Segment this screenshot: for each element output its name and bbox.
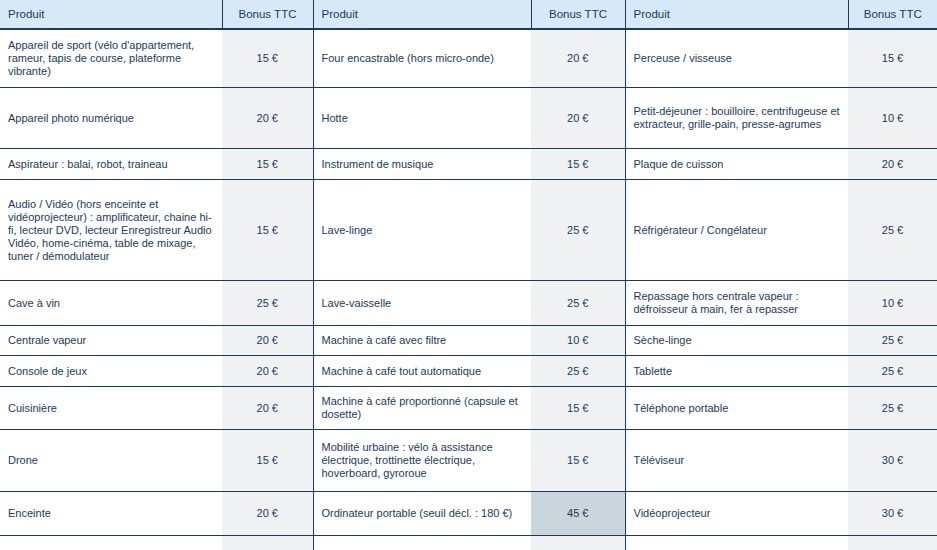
bonus-cell: 20 € bbox=[531, 88, 625, 149]
bonus-cell: 15 € bbox=[531, 430, 625, 492]
bonus-cell: 30 € bbox=[848, 492, 937, 536]
bonus-cell: 20 € bbox=[222, 326, 313, 356]
table-row: Entretien du jardin : taille haie électr… bbox=[0, 536, 937, 550]
bonus-cell: 25 € bbox=[531, 281, 625, 326]
bonus-cell: 25 € bbox=[848, 326, 937, 356]
product-cell: Four encastrable (hors micro-onde) bbox=[313, 29, 531, 88]
table-row: Aspirateur : balai, robot, traineau 15 €… bbox=[0, 149, 937, 180]
bonus-cell: 20 € bbox=[222, 356, 313, 387]
table-row: Drone 15 € Mobilité urbaine : vélo à ass… bbox=[0, 430, 937, 492]
product-cell: Machine à café avec filtre bbox=[313, 326, 531, 356]
table-row: Console de jeux 20 € Machine à café tout… bbox=[0, 356, 937, 387]
product-cell: Appareil de sport (vélo d'appartement, r… bbox=[0, 29, 222, 88]
table-row: Centrale vapeur 20 € Machine à café avec… bbox=[0, 326, 937, 356]
product-cell: Perceuse / visseuse bbox=[625, 29, 848, 88]
header-bonus-1: Bonus TTC bbox=[222, 0, 313, 29]
bonus-cell: 15 € bbox=[222, 180, 313, 281]
bonus-cell: 20 € bbox=[848, 149, 937, 180]
table-row: Cuisinière 20 € Machine à café proportio… bbox=[0, 387, 937, 430]
bonus-cell: 25 € bbox=[531, 356, 625, 387]
product-cell: Lave-linge bbox=[313, 180, 531, 281]
table-row: Enceinte 20 € Ordinateur portable (seuil… bbox=[0, 492, 937, 536]
bonus-cell: 10 € bbox=[848, 281, 937, 326]
header-bonus-3: Bonus TTC bbox=[848, 0, 937, 29]
product-cell: Appareil photo numérique bbox=[0, 88, 222, 149]
product-cell: Vidéoprojecteur bbox=[625, 492, 848, 536]
product-cell: Enceinte bbox=[0, 492, 222, 536]
product-cell: Réfrigérateur / Congélateur bbox=[625, 180, 848, 281]
bonus-cell: 20 € bbox=[222, 387, 313, 430]
bonus-cell: 15 € bbox=[222, 430, 313, 492]
header-bonus-2: Bonus TTC bbox=[531, 0, 625, 29]
product-cell: Repassage hors centrale vapeur : défrois… bbox=[625, 281, 848, 326]
product-cell: Console de jeux bbox=[0, 356, 222, 387]
product-cell: Téléphone portable bbox=[625, 387, 848, 430]
bonus-cell bbox=[531, 536, 625, 550]
product-cell: Machine à café proportionné (capsule et … bbox=[313, 387, 531, 430]
table-row: Cave à vin 25 € Lave-vaisselle 25 € Repa… bbox=[0, 281, 937, 326]
product-cell bbox=[313, 536, 531, 550]
bonus-cell: 25 € bbox=[848, 180, 937, 281]
product-cell: Centrale vapeur bbox=[0, 326, 222, 356]
product-cell: Sèche-linge bbox=[625, 326, 848, 356]
product-cell: Ordinateur portable (seuil décl. : 180 €… bbox=[313, 492, 531, 536]
bonus-cell: 15 € bbox=[222, 536, 313, 550]
bonus-cell: 25 € bbox=[848, 356, 937, 387]
bonus-cell: 30 € bbox=[848, 430, 937, 492]
bonus-cell: 20 € bbox=[222, 88, 313, 149]
product-cell: Machine à café tout automatique bbox=[313, 356, 531, 387]
product-cell: Tablette bbox=[625, 356, 848, 387]
bonus-cell: 15 € bbox=[531, 149, 625, 180]
bonus-table: Produit Bonus TTC Produit Bonus TTC Prod… bbox=[0, 0, 937, 550]
product-cell: Cuisinière bbox=[0, 387, 222, 430]
bonus-cell: 25 € bbox=[222, 281, 313, 326]
bonus-cell: 25 € bbox=[848, 387, 937, 430]
bonus-cell: 15 € bbox=[531, 387, 625, 430]
table-row: Audio / Vidéo (hors enceinte et vidéopro… bbox=[0, 180, 937, 281]
bonus-cell: 20 € bbox=[531, 29, 625, 88]
header-produit-1: Produit bbox=[0, 0, 222, 29]
bonus-cell bbox=[848, 536, 937, 550]
bonus-cell: 15 € bbox=[222, 29, 313, 88]
table-row: Appareil de sport (vélo d'appartement, r… bbox=[0, 29, 937, 88]
product-cell: Téléviseur bbox=[625, 430, 848, 492]
header-row: Produit Bonus TTC Produit Bonus TTC Prod… bbox=[0, 0, 937, 29]
product-cell: Cave à vin bbox=[0, 281, 222, 326]
bonus-cell: 10 € bbox=[531, 326, 625, 356]
header-produit-3: Produit bbox=[625, 0, 848, 29]
product-cell: Aspirateur : balai, robot, traineau bbox=[0, 149, 222, 180]
product-cell: Lave-vaisselle bbox=[313, 281, 531, 326]
bonus-cell-highlighted: 45 € bbox=[531, 492, 625, 536]
product-cell: Instrument de musique bbox=[313, 149, 531, 180]
product-cell bbox=[625, 536, 848, 550]
table-row: Appareil photo numérique 20 € Hotte 20 €… bbox=[0, 88, 937, 149]
product-cell: Drone bbox=[0, 430, 222, 492]
bonus-cell: 15 € bbox=[222, 149, 313, 180]
bonus-cell: 20 € bbox=[222, 492, 313, 536]
product-cell: Petit-déjeuner : bouilloire, centrifugeu… bbox=[625, 88, 848, 149]
page: Produit Bonus TTC Produit Bonus TTC Prod… bbox=[0, 0, 937, 550]
product-cell: Hotte bbox=[313, 88, 531, 149]
product-cell: Plaque de cuisson bbox=[625, 149, 848, 180]
bonus-cell: 15 € bbox=[848, 29, 937, 88]
product-cell: Audio / Vidéo (hors enceinte et vidéopro… bbox=[0, 180, 222, 281]
product-cell: Mobilité urbaine : vélo à assistance éle… bbox=[313, 430, 531, 492]
product-cell: Entretien du jardin : taille haie électr… bbox=[0, 536, 222, 550]
bonus-cell: 10 € bbox=[848, 88, 937, 149]
header-produit-2: Produit bbox=[313, 0, 531, 29]
bonus-cell: 25 € bbox=[531, 180, 625, 281]
